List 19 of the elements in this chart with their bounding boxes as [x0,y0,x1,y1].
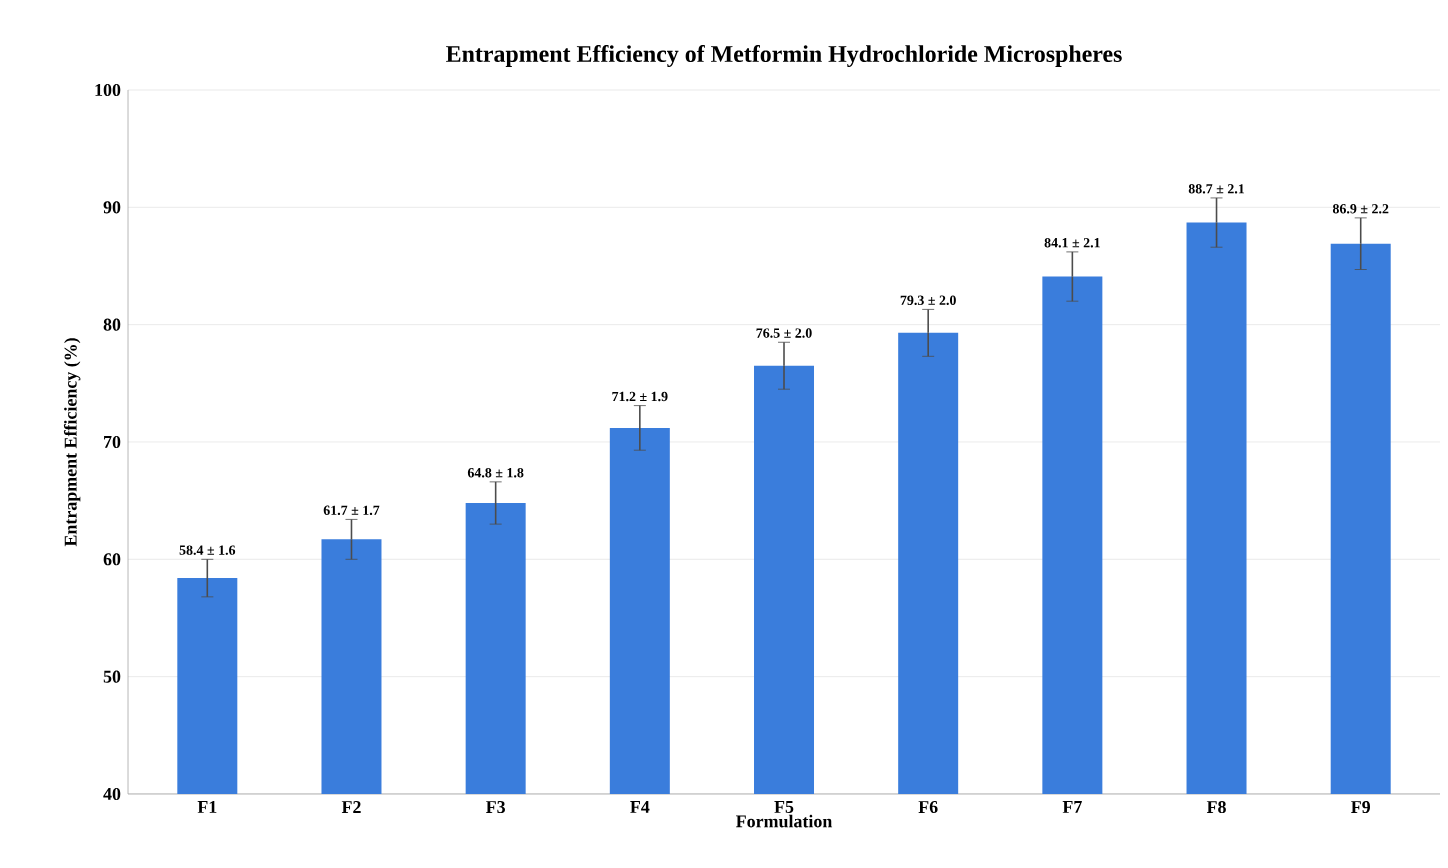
x-tick-label: F7 [1062,801,1082,813]
x-tick-label: F4 [630,801,650,813]
y-tick-label: 60 [103,553,121,566]
x-tick-label: F8 [1206,801,1226,814]
y-tick-label: 70 [104,435,121,449]
x-tick-label: F9 [1351,801,1371,814]
x-tick-label: F3 [486,801,505,814]
y-tick-label: 40 [103,787,121,801]
y-axis-title: Entrapment Efficiency (%) [63,338,81,547]
y-tick-label: 80 [103,318,121,331]
y-tick-label: 100 [95,83,121,97]
y-tick-label: 50 [103,670,121,683]
x-tick-label: F2 [341,801,361,813]
x-tick-label: F1 [197,801,217,813]
x-tick-label: F6 [918,801,938,814]
chart-title: Entrapment Efficiency of Metformin Hydrochloride Microspheres [446,44,1122,67]
y-tick-label: 90 [103,201,121,214]
x-axis-title: Formulation [736,814,833,828]
x-tick-label: F5 [774,801,794,813]
